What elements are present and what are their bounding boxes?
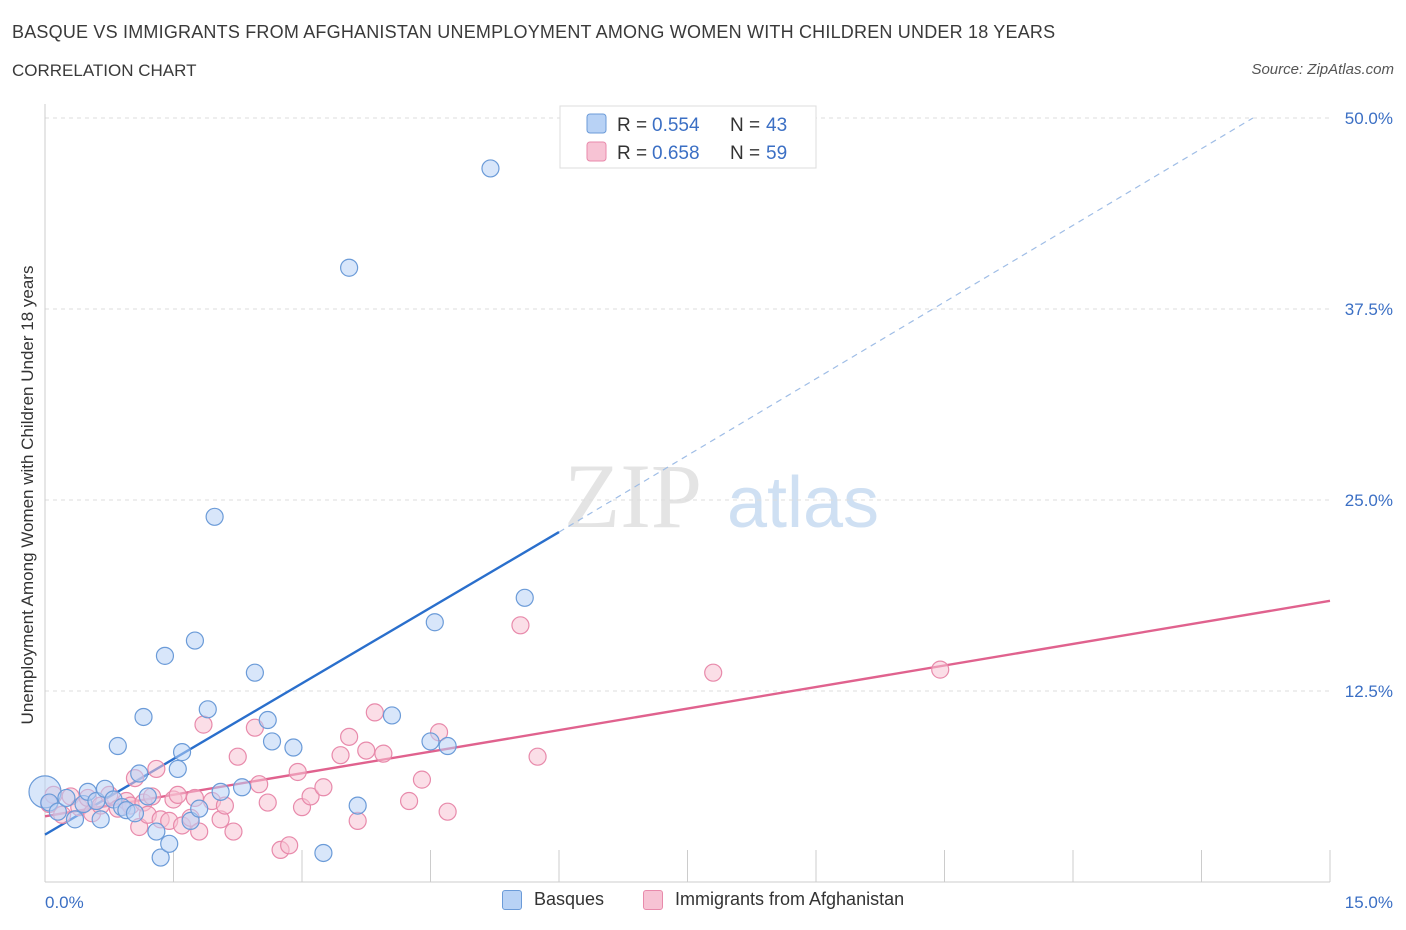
y-tick-label-1: 25.0% <box>1345 491 1393 510</box>
point-afghanistan-35 <box>280 836 299 855</box>
point-basques-25 <box>185 631 205 650</box>
legend-n-value-basques: 43 <box>766 115 787 136</box>
x-tick-label-0: 0.0% <box>45 893 84 912</box>
point-afghanistan-36 <box>288 762 307 782</box>
point-basques-23 <box>172 743 192 762</box>
point-basques-29 <box>211 782 230 801</box>
point-basques-40 <box>425 613 444 632</box>
point-afghanistan-31 <box>228 747 247 766</box>
point-afghanistan-54 <box>250 775 269 794</box>
legend-bottom: Basques Immigrants from Afghanistan <box>0 889 1406 919</box>
point-basques-34 <box>284 738 303 757</box>
legend-r-label-afghanistan: R = <box>617 143 647 164</box>
point-afghanistan-40 <box>331 746 350 765</box>
point-basques-3 <box>57 788 76 808</box>
point-basques-42 <box>481 159 500 178</box>
point-afghanistan-33 <box>258 793 277 812</box>
legend-n-value-afghanistan: 59 <box>766 143 787 164</box>
point-afghanistan-30 <box>224 822 243 841</box>
point-afghanistan-45 <box>374 744 393 763</box>
point-afghanistan-46 <box>399 791 419 811</box>
legend-r-label-basques: R = <box>617 115 647 136</box>
legend-swatch-basques <box>586 113 607 134</box>
point-afghanistan-43 <box>357 741 376 760</box>
point-afghanistan-39 <box>314 778 333 797</box>
point-basques-4 <box>65 810 85 829</box>
point-basques-39 <box>421 732 440 751</box>
legend-n-label-afghanistan: N = <box>730 143 760 164</box>
point-basques-15 <box>130 764 149 783</box>
point-basques-14 <box>125 804 145 823</box>
point-afghanistan-26 <box>194 715 213 734</box>
point-afghanistan-38 <box>301 787 320 806</box>
point-basques-30 <box>232 778 252 797</box>
legend-item-basques: Basques <box>502 889 604 910</box>
point-basques-28 <box>205 507 224 526</box>
point-basques-41 <box>438 736 457 756</box>
trend-line-basques <box>44 531 560 836</box>
point-basques-26 <box>190 799 209 818</box>
legend-swatch-basques-bottom <box>502 889 522 910</box>
grid <box>45 117 1330 692</box>
legend-swatch-afghanistan-bottom <box>643 889 663 910</box>
point-basques-35 <box>314 843 333 863</box>
point-basques-27 <box>198 700 217 719</box>
point-basques-22 <box>168 759 187 779</box>
point-afghanistan-17 <box>147 759 166 779</box>
legend-r-value-basques: 0.554 <box>652 115 700 136</box>
point-afghanistan-21 <box>168 785 187 805</box>
chart-title: BASQUE VS IMMIGRANTS FROM AFGHANISTAN UN… <box>12 22 1056 42</box>
trend-extension-basques <box>558 117 1254 533</box>
legend-item-afghanistan: Immigrants from Afghanistan <box>643 889 904 910</box>
point-afghanistan-42 <box>348 811 367 830</box>
point-basques-16 <box>134 707 153 727</box>
watermark-atlas: atlas <box>727 463 879 543</box>
legend-r-value-afghanistan: 0.658 <box>652 143 700 164</box>
point-basques-17 <box>138 787 157 806</box>
point-afghanistan-49 <box>438 802 457 821</box>
point-afghanistan-52 <box>704 663 723 682</box>
y-tick-label-3: 50.0% <box>1345 109 1393 128</box>
legend-top: R = 0.554 N = 43 R = 0.658 N = 59 <box>559 105 817 169</box>
watermark: ZIP atlas <box>564 445 879 547</box>
point-afghanistan-41 <box>340 727 359 746</box>
point-basques-20 <box>155 646 175 665</box>
point-afghanistan-47 <box>412 770 432 789</box>
point-afghanistan-50 <box>511 616 530 635</box>
point-basques-37 <box>348 796 367 815</box>
point-basques-33 <box>262 732 282 751</box>
point-basques-21 <box>160 834 179 853</box>
point-basques-32 <box>258 710 277 730</box>
data-points <box>28 159 950 867</box>
point-afghanistan-53 <box>931 660 950 679</box>
tick-labels: 12.5% 25.0% 37.5% 50.0% 0.0% 15.0% <box>45 109 1393 912</box>
point-basques-19 <box>151 848 170 867</box>
chart-subtitle: CORRELATION CHART <box>12 61 197 80</box>
point-basques-43 <box>515 588 534 607</box>
legend-label-basques: Basques <box>534 889 605 909</box>
point-afghanistan-51 <box>528 747 547 766</box>
source-credit: Source: ZipAtlas.com <box>1251 61 1394 78</box>
watermark-zip: ZIP <box>564 445 702 547</box>
point-basques-8 <box>91 810 110 829</box>
x-tick-label-1: 15.0% <box>1345 893 1393 912</box>
point-basques-36 <box>340 258 359 277</box>
axes <box>44 104 1331 883</box>
legend-n-label-basques: N = <box>730 115 760 136</box>
point-basques-2 <box>48 802 67 821</box>
legend-swatch-afghanistan <box>586 141 607 162</box>
point-basques-38 <box>382 706 402 725</box>
point-basques-18 <box>147 822 166 841</box>
y-tick-label-2: 37.5% <box>1345 300 1393 319</box>
point-afghanistan-44 <box>365 703 384 722</box>
y-tick-label-0: 12.5% <box>1345 682 1393 701</box>
legend-label-afghanistan: Immigrants from Afghanistan <box>675 889 905 909</box>
point-basques-31 <box>245 663 264 682</box>
point-basques-11 <box>108 736 127 756</box>
